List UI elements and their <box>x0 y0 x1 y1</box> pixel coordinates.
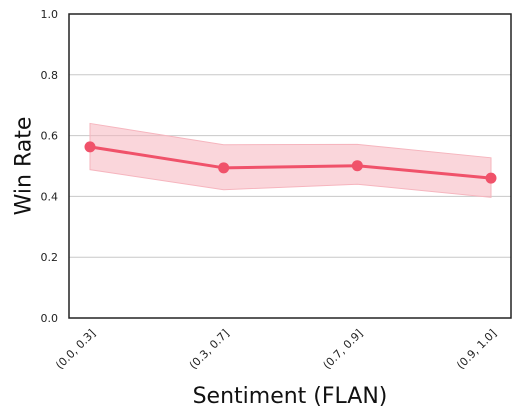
y-tick-labels: 0.0 0.2 0.4 0.6 0.8 1.0 <box>41 8 59 325</box>
confidence-band-area <box>89 122 492 198</box>
y-tick-label: 0.8 <box>41 69 59 82</box>
win-rate-line <box>88 145 493 180</box>
y-tick-label: 0.2 <box>41 251 59 264</box>
y-axis-label: Win Rate <box>12 117 37 216</box>
data-point <box>84 141 96 153</box>
data-point <box>218 162 230 174</box>
x-axis-label: Sentiment (FLAN) <box>193 384 388 409</box>
series-line <box>88 145 493 180</box>
data-point <box>485 172 497 184</box>
plot-frame <box>68 13 512 319</box>
data-point <box>351 160 363 172</box>
y-tick-label: 1.0 <box>41 8 59 21</box>
y-tick-label: 0.0 <box>41 312 59 325</box>
confidence-band <box>89 122 492 198</box>
y-tick-label: 0.6 <box>41 130 59 143</box>
y-tick-label: 0.4 <box>41 190 59 203</box>
series-points <box>84 141 497 184</box>
